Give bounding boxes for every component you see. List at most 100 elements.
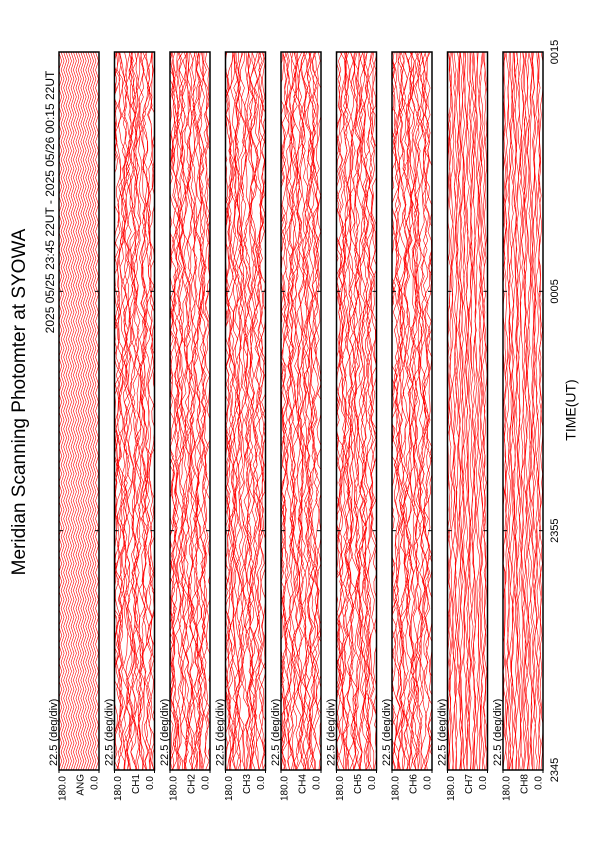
trace	[63, 52, 67, 770]
trace	[358, 52, 369, 770]
trace	[414, 52, 428, 770]
trace	[439, 52, 444, 770]
trace	[82, 52, 87, 770]
trace	[267, 52, 278, 770]
trace	[122, 52, 134, 770]
trace	[183, 52, 195, 770]
panel-frame	[446, 51, 489, 771]
channel-label: CH8	[520, 774, 531, 794]
trace	[471, 52, 478, 770]
trace	[210, 52, 219, 770]
trace	[70, 52, 75, 770]
trace	[442, 52, 447, 770]
scale-label: 22.5 (deg/div)	[214, 699, 226, 766]
trace	[512, 52, 519, 770]
trace	[412, 52, 422, 770]
trace	[470, 52, 476, 770]
trace	[225, 52, 237, 770]
trace	[68, 52, 72, 770]
trace	[156, 52, 168, 770]
trace	[509, 52, 515, 770]
x-tick-label: 2355	[549, 518, 561, 542]
trace	[133, 52, 146, 770]
trace	[181, 52, 192, 770]
trace	[287, 52, 298, 770]
y-tick-label: 180.0	[280, 776, 291, 801]
trace	[299, 52, 310, 770]
scale-label: 22.5 (deg/div)	[159, 699, 171, 766]
trace	[228, 52, 240, 770]
trace	[116, 52, 129, 770]
trace	[435, 52, 440, 770]
panel-frame	[224, 51, 267, 771]
trace	[137, 52, 149, 770]
trace	[235, 52, 248, 770]
scale-label: 22.5 (deg/div)	[381, 699, 393, 766]
trace	[336, 52, 344, 770]
trace	[338, 52, 351, 770]
trace	[392, 52, 401, 770]
y-tick-label: 0.0	[145, 776, 156, 790]
panel-frame	[280, 51, 322, 771]
trace	[413, 52, 426, 770]
trace	[324, 52, 334, 770]
trace	[99, 52, 109, 770]
y-tick-label: 0.0	[201, 776, 212, 790]
trace	[158, 52, 167, 770]
trace	[160, 52, 169, 770]
y-tick-label: 180.0	[113, 776, 124, 801]
trace	[538, 52, 543, 770]
trace	[503, 52, 509, 770]
trace	[491, 52, 496, 770]
trace	[535, 52, 541, 770]
trace	[459, 52, 465, 770]
trace	[253, 52, 265, 770]
trace	[267, 52, 278, 770]
trace	[506, 52, 512, 770]
trace	[170, 52, 176, 770]
trace	[337, 52, 347, 770]
trace	[440, 52, 445, 770]
trace	[520, 52, 527, 770]
trace	[432, 52, 437, 770]
trace	[318, 52, 328, 770]
trace	[463, 52, 470, 770]
trace	[422, 52, 432, 770]
trace	[498, 52, 502, 770]
trace	[468, 52, 474, 770]
trace	[351, 52, 362, 770]
trace	[120, 52, 132, 770]
trace	[421, 52, 430, 770]
trace	[170, 52, 181, 770]
y-tick-label: 0.0	[534, 776, 545, 790]
y-tick-label: 180.0	[58, 776, 69, 801]
trace	[174, 52, 186, 770]
trace	[370, 52, 377, 770]
trace	[252, 52, 265, 770]
trace	[421, 52, 432, 770]
channel-label: CH1	[131, 774, 142, 794]
trace	[102, 52, 112, 770]
trace	[147, 52, 155, 770]
trace	[194, 52, 206, 770]
trace	[281, 52, 292, 770]
trace	[383, 52, 392, 770]
trace	[201, 52, 210, 770]
trace	[524, 52, 530, 770]
trace	[237, 52, 250, 770]
trace	[145, 52, 155, 770]
trace	[229, 52, 240, 770]
y-tick-label: 0.0	[312, 776, 323, 790]
chart-title: Meridian Scanning Photomter at SYOWA	[9, 228, 30, 575]
trace	[489, 52, 493, 770]
trace	[60, 52, 65, 770]
trace	[268, 52, 281, 770]
trace	[481, 52, 487, 770]
y-tick-label: 180.0	[224, 776, 235, 801]
trace	[176, 52, 189, 770]
y-tick-label: 180.0	[169, 776, 180, 801]
trace	[241, 52, 255, 770]
trace	[454, 52, 460, 770]
trace	[281, 52, 282, 770]
